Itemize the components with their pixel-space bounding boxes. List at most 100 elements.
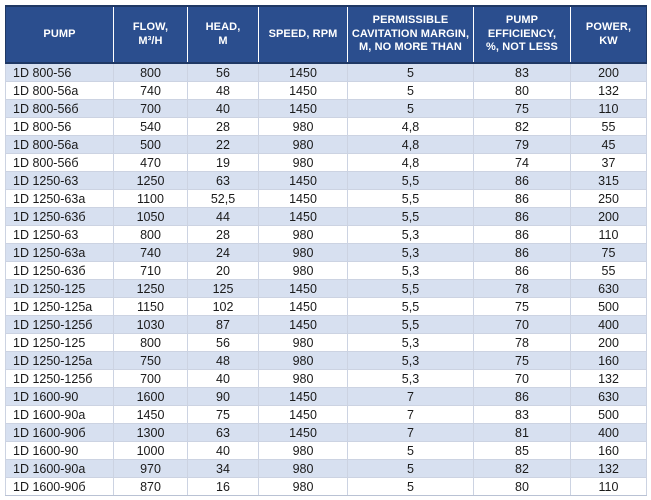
cell-efficiency: 86	[473, 261, 571, 280]
cell-speed: 980	[258, 477, 348, 496]
cell-cavitation: 4,8	[347, 153, 474, 172]
cell-pump: 1D 1600-90a	[5, 459, 114, 478]
cell-head: 40	[187, 99, 259, 118]
cell-head: 75	[187, 405, 259, 424]
cell-cavitation: 5,3	[347, 351, 474, 370]
cell-cavitation: 5,5	[347, 171, 474, 190]
cell-efficiency: 79	[473, 135, 571, 154]
table-row: 1D 1250-125 1250 125 1450 5,5 78 630	[5, 279, 647, 298]
cell-speed: 980	[258, 243, 348, 262]
cell-power: 630	[570, 387, 647, 406]
cell-head: 24	[187, 243, 259, 262]
table-row: 1D 1600-90a 1450 75 1450 7 83 500	[5, 405, 647, 424]
cell-cavitation: 5,5	[347, 207, 474, 226]
cell-pump: 1D 1600-90б	[5, 423, 114, 442]
cell-power: 500	[570, 297, 647, 316]
cell-cavitation: 5,3	[347, 369, 474, 388]
cell-speed: 1450	[258, 315, 348, 334]
table-row: 1D 800-56 800 56 1450 5 83 200	[5, 62, 647, 82]
cell-cavitation: 5,5	[347, 189, 474, 208]
cell-flow: 1100	[113, 189, 188, 208]
cell-power: 630	[570, 279, 647, 298]
cell-speed: 1450	[258, 81, 348, 100]
cell-flow: 800	[113, 225, 188, 244]
table-row: 1D 1250-63 1250 63 1450 5,5 86 315	[5, 171, 647, 190]
cell-head: 63	[187, 423, 259, 442]
cell-cavitation: 5,5	[347, 279, 474, 298]
cell-head: 90	[187, 387, 259, 406]
table-row: 1D 1250-125 800 56 980 5,3 78 200	[5, 333, 647, 352]
cell-power: 200	[570, 207, 647, 226]
cell-power: 160	[570, 351, 647, 370]
cell-flow: 710	[113, 261, 188, 280]
cell-head: 87	[187, 315, 259, 334]
column-header-power: POWER, KW	[570, 5, 647, 64]
table-body: 1D 800-56 800 56 1450 5 83 200 1D 800-56a 740 48 1…	[5, 62, 647, 496]
cell-pump: 1D 1250-63б	[5, 207, 114, 226]
cell-power: 37	[570, 153, 647, 172]
cell-flow: 500	[113, 135, 188, 154]
cell-pump: 1D 1250-63	[5, 171, 114, 190]
cell-efficiency: 75	[473, 351, 571, 370]
table-row: 1D 800-56a 500 22 980 4,8 79 45	[5, 135, 647, 154]
cell-power: 55	[570, 261, 647, 280]
table-row: 1D 1250-63a 1100 52,5 1450 5,5 86 250	[5, 189, 647, 208]
cell-efficiency: 70	[473, 369, 571, 388]
cell-pump: 1D 1250-125a	[5, 297, 114, 316]
cell-speed: 980	[258, 225, 348, 244]
cell-head: 34	[187, 459, 259, 478]
cell-pump: 1D 1250-63a	[5, 243, 114, 262]
table-row: 1D 1600-90 1000 40 980 5 85 160	[5, 441, 647, 460]
cell-flow: 540	[113, 117, 188, 136]
cell-cavitation: 5,3	[347, 261, 474, 280]
cell-cavitation: 7	[347, 423, 474, 442]
cell-efficiency: 75	[473, 99, 571, 118]
cell-power: 200	[570, 333, 647, 352]
table-row: 1D 1600-90a 970 34 980 5 82 132	[5, 459, 647, 478]
column-header-cavitation: PERMISSIBLE CAVITATION MARGIN, M, NO MOR…	[347, 5, 474, 64]
cell-cavitation: 4,8	[347, 117, 474, 136]
cell-pump: 1D 1600-90б	[5, 477, 114, 496]
cell-head: 48	[187, 81, 259, 100]
cell-efficiency: 70	[473, 315, 571, 334]
table-row: 1D 1250-125б 700 40 980 5,3 70 132	[5, 369, 647, 388]
cell-cavitation: 5	[347, 441, 474, 460]
column-header-speed: SPEED, RPM	[258, 5, 348, 64]
cell-pump: 1D 1600-90a	[5, 405, 114, 424]
cell-power: 45	[570, 135, 647, 154]
cell-speed: 1450	[258, 279, 348, 298]
cell-flow: 1050	[113, 207, 188, 226]
cell-power: 110	[570, 225, 647, 244]
cell-head: 48	[187, 351, 259, 370]
cell-speed: 1450	[258, 62, 348, 82]
cell-head: 52,5	[187, 189, 259, 208]
cell-efficiency: 78	[473, 279, 571, 298]
cell-efficiency: 75	[473, 297, 571, 316]
cell-pump: 1D 1250-63б	[5, 261, 114, 280]
cell-speed: 980	[258, 351, 348, 370]
table-row: 1D 800-56б 700 40 1450 5 75 110	[5, 99, 647, 118]
cell-flow: 740	[113, 81, 188, 100]
cell-cavitation: 5,5	[347, 315, 474, 334]
column-header-pump: PUMP	[5, 5, 114, 64]
cell-pump: 1D 800-56б	[5, 153, 114, 172]
table-row: 1D 1600-90б 870 16 980 5 80 110	[5, 477, 647, 496]
cell-efficiency: 80	[473, 81, 571, 100]
cell-pump: 1D 800-56a	[5, 81, 114, 100]
cell-flow: 1600	[113, 387, 188, 406]
cell-efficiency: 80	[473, 477, 571, 496]
table-row: 1D 1250-125a 1150 102 1450 5,5 75 500	[5, 297, 647, 316]
cell-speed: 1450	[258, 207, 348, 226]
cell-head: 20	[187, 261, 259, 280]
cell-cavitation: 5,3	[347, 243, 474, 262]
pump-specifications-table: PUMP FLOW, M³/H HEAD, M SPEED, RPM PERMISSIB…	[5, 5, 647, 496]
column-header-efficiency: PUMP EFFICIENCY, %, NOT LESS	[473, 5, 571, 64]
cell-flow: 740	[113, 243, 188, 262]
cell-speed: 980	[258, 153, 348, 172]
cell-speed: 1450	[258, 189, 348, 208]
cell-power: 200	[570, 62, 647, 82]
cell-pump: 1D 1600-90	[5, 441, 114, 460]
cell-efficiency: 86	[473, 243, 571, 262]
cell-head: 56	[187, 62, 259, 82]
table-row: 1D 1250-63a 740 24 980 5,3 86 75	[5, 243, 647, 262]
